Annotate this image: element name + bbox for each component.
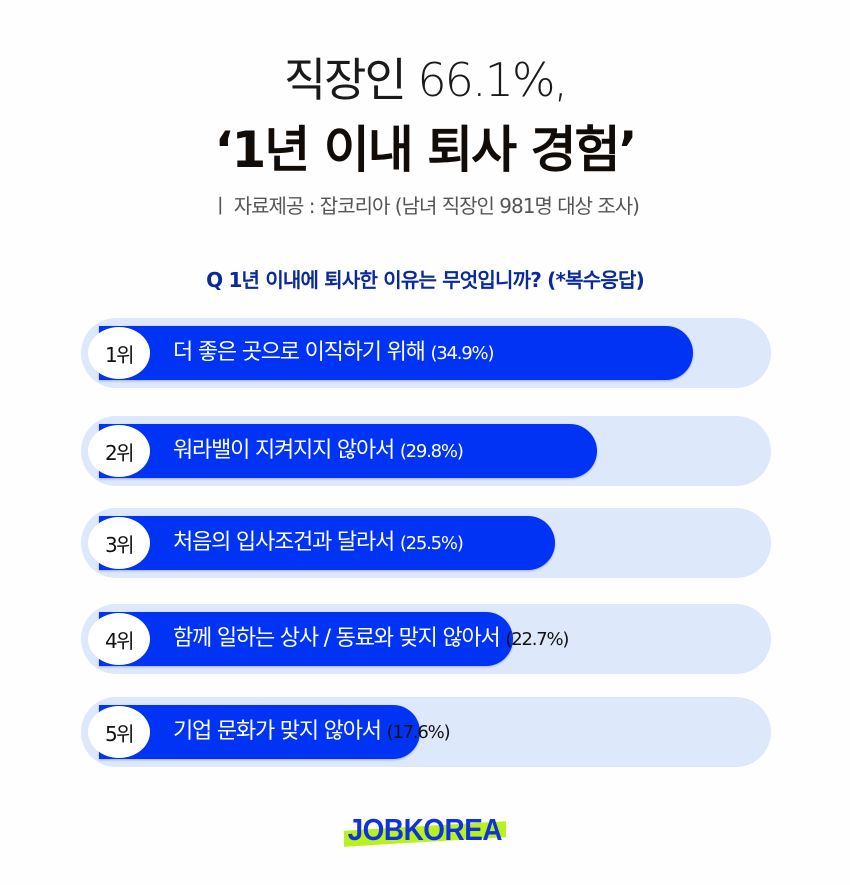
bar-fill	[99, 516, 555, 570]
bar-row-3: 3위 처음의 입사조건과 달라서 (25.5%)	[81, 508, 771, 578]
bar-label: 기업 문화가 맞지 않아서 (17.6%)	[173, 719, 451, 744]
headline-title: ‘1년 이내 퇴사 경험’	[214, 121, 638, 179]
bar-row-1: 1위 더 좋은 곳으로 이직하기 위해 (34.9%)	[81, 318, 771, 388]
bar-fill	[99, 612, 513, 666]
bar-label: 더 좋은 곳으로 이직하기 위해 (34.9%)	[173, 340, 494, 365]
bar-row-4: 4위 함께 일하는 상사 / 동료와 맞지 않아서 (22.7%)	[81, 604, 771, 674]
bar-label: 함께 일하는 상사 / 동료와 맞지 않아서 (22.7%)	[173, 626, 569, 651]
rank-badge: 3위	[88, 517, 150, 569]
rank-badge: 5위	[88, 706, 150, 758]
survey-question: Q 1년 이내에 퇴사한 이유는 무엇입니까? (*복수응답)	[206, 268, 645, 292]
bar-fill	[99, 424, 597, 478]
bar-fill	[99, 326, 693, 380]
bar-row-5: 5위 기업 문화가 맞지 않아서 (17.6%)	[81, 697, 771, 767]
jobkorea-logo: JOBKOREA	[0, 812, 850, 848]
rank-badge: 2위	[88, 425, 150, 477]
rank-badge: 1위	[88, 327, 150, 379]
rank-badge: 4위	[88, 613, 150, 665]
bar-label: 워라밸이 지켜지지 않아서 (29.8%)	[173, 438, 464, 463]
bar-label: 처음의 입사조건과 달라서 (25.5%)	[173, 530, 464, 555]
headline-stat: 직장인 66.1%,	[283, 53, 568, 107]
bar-row-2: 2위 워라밸이 지켜지지 않아서 (29.8%)	[81, 416, 771, 486]
source-note: ㅣ 자료제공 : 잡코리아 (남녀 직장인 981명 대상 조사)	[211, 194, 640, 218]
bar-fill	[99, 705, 420, 759]
